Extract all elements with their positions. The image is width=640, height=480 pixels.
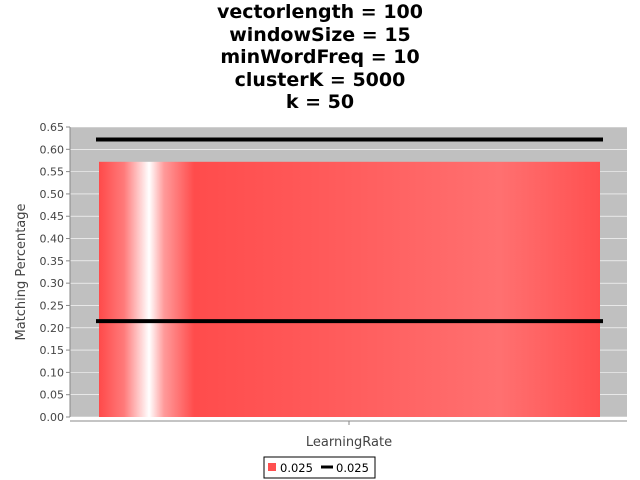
y-tick-label: 0.15 <box>40 344 65 357</box>
y-axis-label: Matching Percentage <box>14 203 29 340</box>
y-tick-label: 0.40 <box>40 233 65 246</box>
legend-bar-swatch <box>268 463 276 471</box>
y-tick-label: 0.55 <box>40 166 65 179</box>
y-tick-label: 0.10 <box>40 366 65 379</box>
interval-lines <box>96 137 603 324</box>
title-line: clusterK = 5000 <box>234 68 406 91</box>
title-line: minWordFreq = 10 <box>220 46 420 68</box>
y-tick-label: 0.25 <box>40 299 65 312</box>
y-tick-label: 0.30 <box>40 277 65 290</box>
legend-entry-line: 0.025 <box>336 461 369 475</box>
title-line: windowSize = 15 <box>229 23 411 46</box>
legend-box <box>263 456 376 479</box>
legend-entry-bar: 0.025 <box>280 461 313 475</box>
y-tick-label: 0.50 <box>40 188 65 201</box>
y-tick-label: 0.65 <box>40 121 65 134</box>
x-axis-label: LearningRate <box>306 435 392 450</box>
title-line: k = 50 <box>285 91 355 113</box>
chart-title: vectorlength = 100 windowSize = 15 minWo… <box>0 1 640 114</box>
y-axis-ticks: 0.00 0.05 0.10 0.15 0.20 0.25 0.30 0.35 0.40 0.45… <box>40 121 70 424</box>
y-tick-label: 0.45 <box>40 210 65 223</box>
y-tick-label: 0.35 <box>40 255 65 268</box>
y-tick-label: 0.20 <box>40 322 65 335</box>
bar <box>99 161 600 417</box>
bars <box>99 161 600 417</box>
y-tick-label: 0.05 <box>40 389 65 402</box>
legend: 0.025 0.025 <box>263 456 376 479</box>
title-line: vectorlength = 100 <box>217 1 423 23</box>
y-tick-label: 0.60 <box>40 143 65 156</box>
y-tick-label: 0.00 <box>40 411 65 424</box>
